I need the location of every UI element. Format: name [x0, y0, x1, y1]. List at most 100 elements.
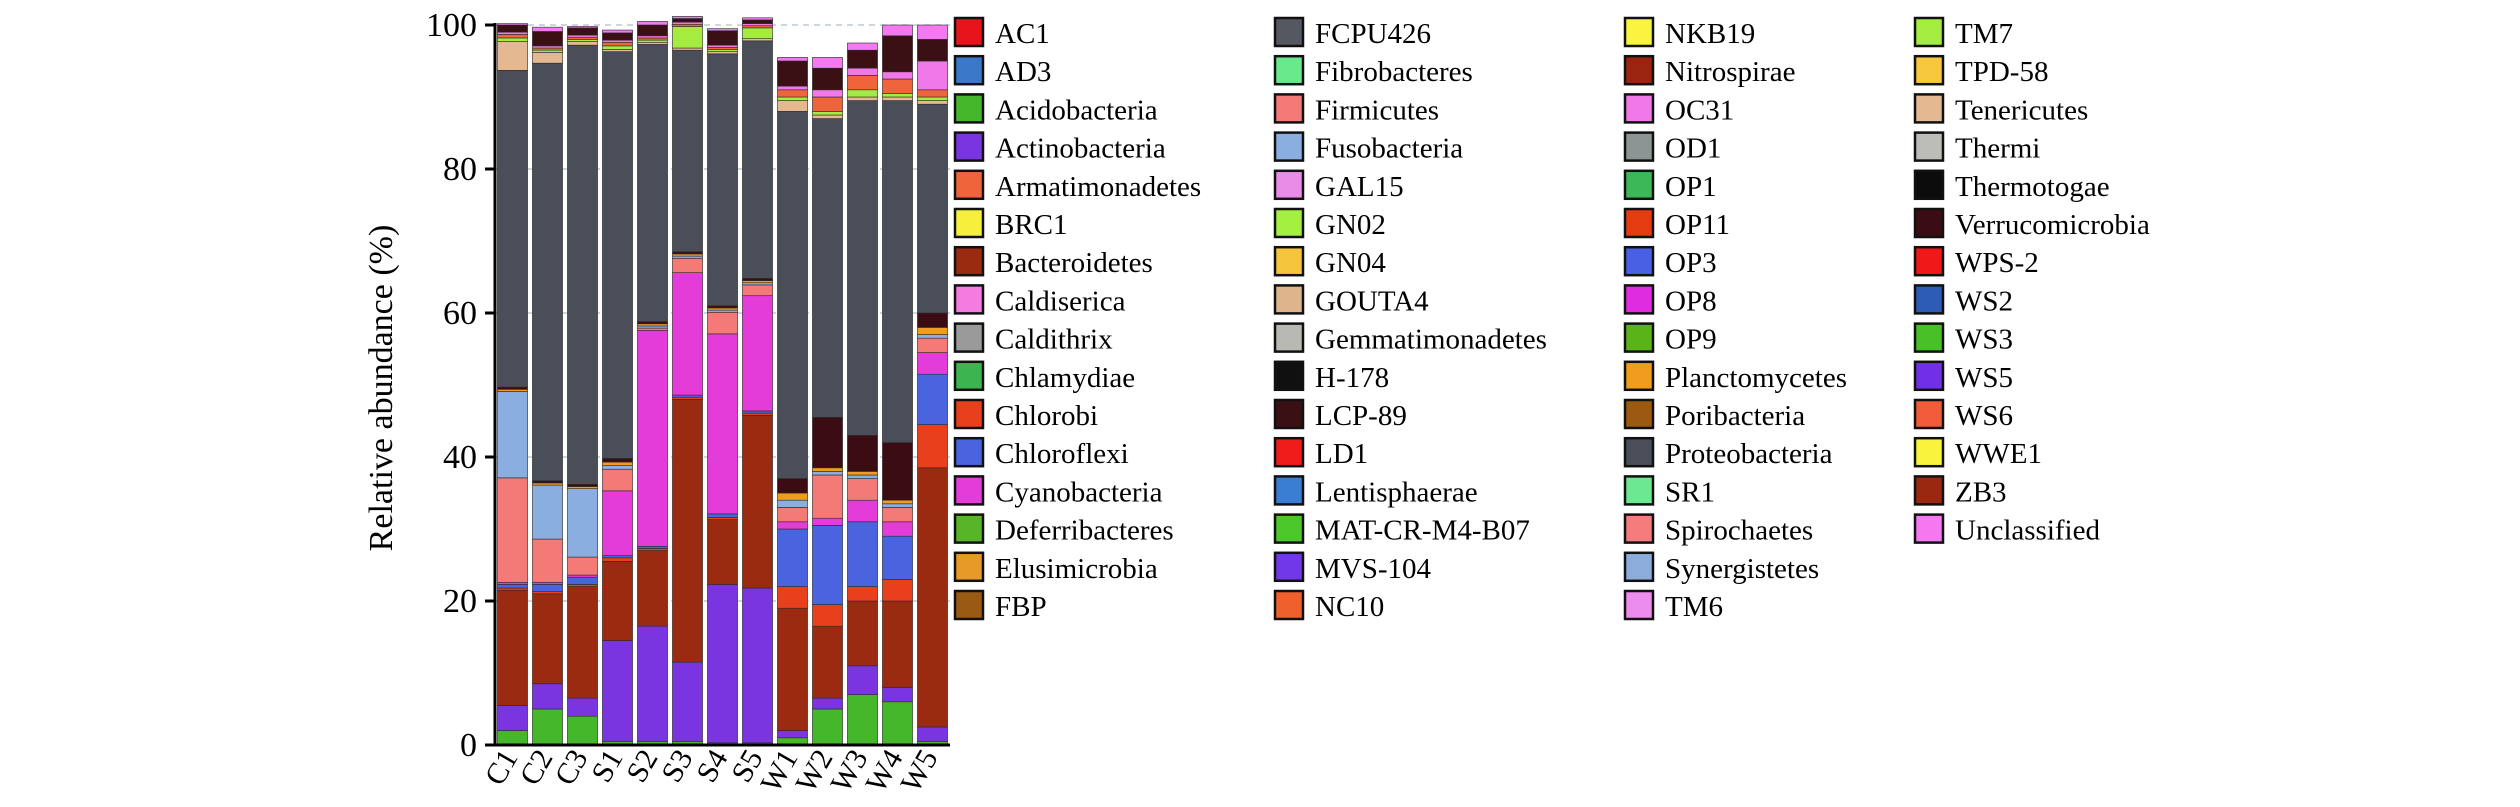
bar-segment-c2-tm7	[532, 49, 563, 53]
legend-label: Gemmatimonadetes	[1315, 324, 1547, 356]
bar-segment-w5-planctomycetes	[917, 327, 948, 335]
legend-item-tm7: TM7	[1913, 16, 2013, 50]
legend-swatch	[1913, 284, 1945, 315]
legend-swatch	[953, 169, 985, 201]
bar-segment-w2-tenericutes	[812, 114, 843, 119]
legend-label: Caldithrix	[995, 324, 1113, 356]
legend-label: OP3	[1665, 247, 1717, 279]
legend-label: H-178	[1315, 362, 1389, 394]
bar-segment-w2-firmicutes	[812, 474, 843, 519]
bar-segment-c2-fusobacteria	[532, 484, 563, 540]
bar-segment-s4-chloroflexi	[707, 513, 738, 518]
legend-label: GN04	[1315, 247, 1386, 279]
bar-segment-c1-chlorobi	[497, 587, 528, 591]
legend-label: TM6	[1665, 591, 1723, 623]
bar-segment-s5-chloroflexi	[742, 410, 773, 414]
legend-item-fcpu426: FCPU426	[1273, 16, 1431, 50]
legend-label: WS6	[1955, 400, 2013, 432]
legend-swatch	[953, 54, 985, 86]
legend-label: Fibrobacteres	[1315, 56, 1473, 88]
legend-swatch	[1913, 322, 1945, 353]
bar-segment-s1-planctomycetes	[602, 461, 633, 466]
legend-item-ld1: LD1	[1273, 436, 1368, 470]
legend-item-tpd-58: TPD-58	[1913, 54, 2048, 88]
bar-segment-s3-tm7	[672, 26, 703, 49]
legend-item-zb3: ZB3	[1913, 475, 2007, 508]
legend-label: Elusimicrobia	[995, 553, 1158, 585]
legend-item-mvs-104: MVS-104	[1273, 551, 1432, 585]
legend-swatch	[953, 589, 985, 621]
legend-label: NKB19	[1665, 18, 1755, 50]
bar-segment-w5-bacteroidetes	[917, 467, 948, 728]
bar-segment-w3-proteobacteria	[847, 100, 878, 436]
legend-label: Bacteroidetes	[995, 247, 1153, 279]
bar-w1	[777, 57, 808, 746]
bar-segment-w5-verrucomicrobia	[917, 312, 948, 328]
bar-w4	[882, 24, 913, 746]
legend-item-nkb19: NKB19	[1623, 16, 1755, 50]
legend-item-proteobacteria: Proteobacteria	[1623, 436, 1833, 470]
bar-s1	[602, 29, 633, 746]
bar-segment-w4-unclassified	[882, 24, 913, 37]
legend-item-tm6: TM6	[1623, 589, 1723, 623]
legend-item-bacteroidetes: Bacteroidetes	[953, 245, 1153, 279]
legend-item-chloroflexi: Chloroflexi	[953, 436, 1129, 470]
bar-w2	[812, 57, 843, 746]
bar-segment-c1-firmicutes	[497, 477, 528, 583]
bar-segment-s1-proteobacteria	[602, 51, 633, 459]
legend-item-poribacteria: Poribacteria	[1623, 398, 1805, 432]
legend-label: Synergistetes	[1665, 553, 1819, 585]
legend-swatch	[1623, 436, 1655, 468]
legend-swatch	[1623, 93, 1655, 124]
legend-label: Nitrospirae	[1665, 56, 1795, 88]
legend-item-ac1: AC1	[953, 16, 1050, 50]
legend-swatch	[1913, 16, 1945, 48]
bar-segment-c2-tenericutes	[532, 52, 563, 64]
bar-segment-c1-oc31	[497, 31, 528, 35]
bar-segment-s1-unclassified	[602, 29, 633, 34]
bar-segment-w2-actinobacteria	[812, 697, 843, 710]
bar-segment-w1-proteobacteria	[777, 111, 808, 479]
legend-swatch	[953, 207, 985, 239]
bar-segment-s5-oc31	[742, 23, 773, 27]
bar-segment-w5-tm7	[917, 96, 948, 101]
bar-segment-w4-bacteroidetes	[882, 600, 913, 688]
y-tick-label-40: 40	[443, 439, 477, 476]
legend-label: MVS-104	[1315, 553, 1432, 585]
bar-segment-w2-bacteroidetes	[812, 625, 843, 699]
legend-swatch	[1913, 360, 1945, 392]
legend-swatch	[1273, 131, 1305, 162]
bar-segment-s3-chlorobi	[672, 396, 703, 400]
bar-segment-c2-actinobacteria	[532, 683, 563, 710]
bar-segment-w3-planctomycetes	[847, 471, 878, 476]
bar-segment-w3-chlorobi	[847, 586, 878, 602]
bar-segment-w4-verrucomicrobia	[882, 442, 913, 501]
bar-segment-w3-cyanobacteria	[847, 499, 878, 523]
legend-swatch	[1273, 436, 1305, 468]
bar-segment-c1-actinobacteria	[497, 705, 528, 731]
bar-segment-w4-armatimonadetes	[882, 78, 913, 94]
bar-segment-w1-unclassified	[777, 57, 808, 62]
bar-segment-s4-tenericutes	[707, 51, 738, 55]
legend-swatch	[953, 513, 985, 544]
legend-label: WS3	[1955, 324, 2013, 356]
legend-swatch	[1623, 475, 1655, 506]
bar-segment-s1-firmicutes	[602, 468, 633, 492]
bar-segment-w4-lcp-89	[882, 35, 913, 73]
legend-item-ws3: WS3	[1913, 322, 2013, 356]
bar-segment-w1-lcp-89	[777, 60, 808, 87]
legend-item-op3: OP3	[1623, 245, 1717, 279]
bar-segment-c2-oc31	[532, 45, 563, 49]
bar-segment-s1-actinobacteria	[602, 640, 633, 742]
bar-segment-c1-lcp-89	[497, 24, 528, 33]
legend-swatch	[1273, 322, 1305, 353]
bar-segment-w4-actinobacteria	[882, 687, 913, 703]
legend-swatch	[1913, 475, 1945, 506]
bar-segment-s5-unclassified	[742, 17, 773, 21]
bar-segment-w2-planctomycetes	[812, 467, 843, 472]
bar-segment-c3-chloroflexi	[567, 576, 598, 585]
bar-segment-w1-actinobacteria	[777, 730, 808, 739]
legend-item-caldithrix: Caldithrix	[953, 322, 1113, 356]
legend-swatch	[1623, 360, 1655, 392]
legend-label: AC1	[995, 18, 1050, 50]
